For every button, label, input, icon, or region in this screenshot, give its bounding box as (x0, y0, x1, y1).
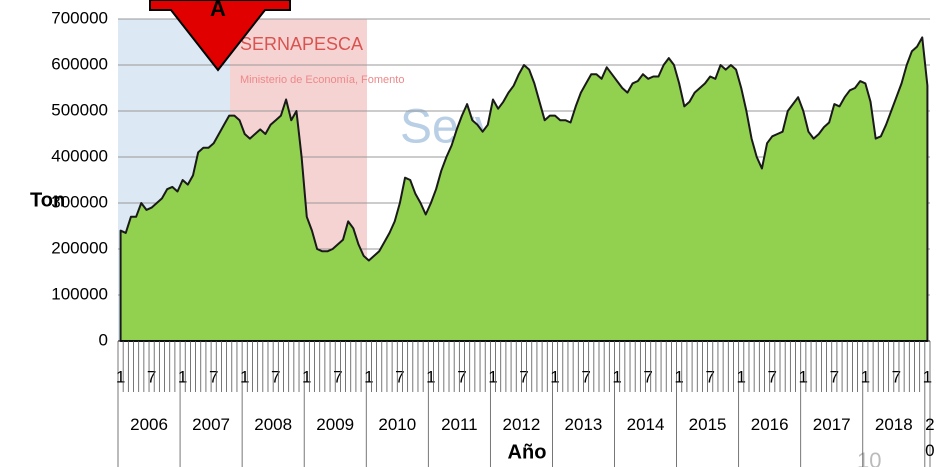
x-tick-label: 1 (426, 367, 435, 386)
marker-arrow (149, 0, 291, 72)
x-tick-label: 1 (240, 367, 249, 386)
x-tick-label: 7 (395, 367, 404, 386)
year-label: 2016 (750, 415, 789, 434)
x-tick-label: 1 (550, 367, 559, 386)
x-tick-label: 7 (705, 367, 714, 386)
year-label: 2017 (812, 415, 851, 434)
x-tick-label: 7 (643, 367, 652, 386)
y-tick-label: 700000 (51, 8, 108, 27)
x-axis-title: Año (508, 441, 547, 463)
area (119, 36, 929, 342)
x-tick-label: 7 (333, 367, 342, 386)
x-tick-label: 1 (736, 367, 745, 386)
y-tick-label: 400000 (51, 146, 108, 165)
x-tick-label: 7 (581, 367, 590, 386)
x-tick-label: 1 (799, 367, 808, 386)
watermark-ministry: Ministerio de Economía, Fomento (240, 74, 404, 86)
x-tick-label: 1 (674, 367, 683, 386)
y-tick-label: 500000 (51, 100, 108, 119)
y-tick-label: 200000 (51, 238, 108, 257)
year-label: 2010 (378, 415, 417, 434)
x-tick-label: 7 (209, 367, 218, 386)
x-tick-label: 1 (861, 367, 870, 386)
marker-label: A (210, 0, 226, 21)
x-tick-label: 7 (892, 367, 901, 386)
year-label: 2013 (564, 415, 603, 434)
year-label: 2009 (316, 415, 355, 434)
x-tick-label: 7 (768, 367, 777, 386)
year-label: 2014 (626, 415, 665, 434)
year-label: 2011 (441, 415, 478, 434)
year-label: 2018 (874, 415, 913, 434)
year-label: 2008 (254, 415, 293, 434)
x-tick-label: 1 (923, 367, 932, 386)
year-label: 2015 (688, 415, 727, 434)
year-label: 2007 (192, 415, 230, 434)
x-tick-label: 1 (488, 367, 497, 386)
x-tick-label: 1 (116, 367, 125, 386)
x-tick-label: 7 (457, 367, 466, 386)
watermark-org: SERNAPESCA (240, 34, 363, 54)
x-tick-label: 7 (830, 367, 839, 386)
year-label: 2019 (925, 415, 935, 460)
x-tick-label: 7 (271, 367, 280, 386)
year-label: 2006 (130, 415, 168, 434)
x-tick-label: 1 (302, 367, 311, 386)
year-label: 2012 (502, 415, 541, 434)
x-tick-label: 1 (178, 367, 187, 386)
y-tick-label: 0 (99, 330, 108, 349)
x-tick-label: 7 (147, 367, 156, 386)
x-tick-label: 1 (612, 367, 621, 386)
y-axis-title: Ton (30, 189, 65, 211)
y-tick-label: 100000 (51, 284, 108, 303)
x-tick-label: 7 (519, 367, 528, 386)
y-tick-label: 300000 (51, 192, 108, 211)
y-tick-label: 600000 (51, 54, 108, 73)
x-tick-label: 1 (364, 367, 373, 386)
